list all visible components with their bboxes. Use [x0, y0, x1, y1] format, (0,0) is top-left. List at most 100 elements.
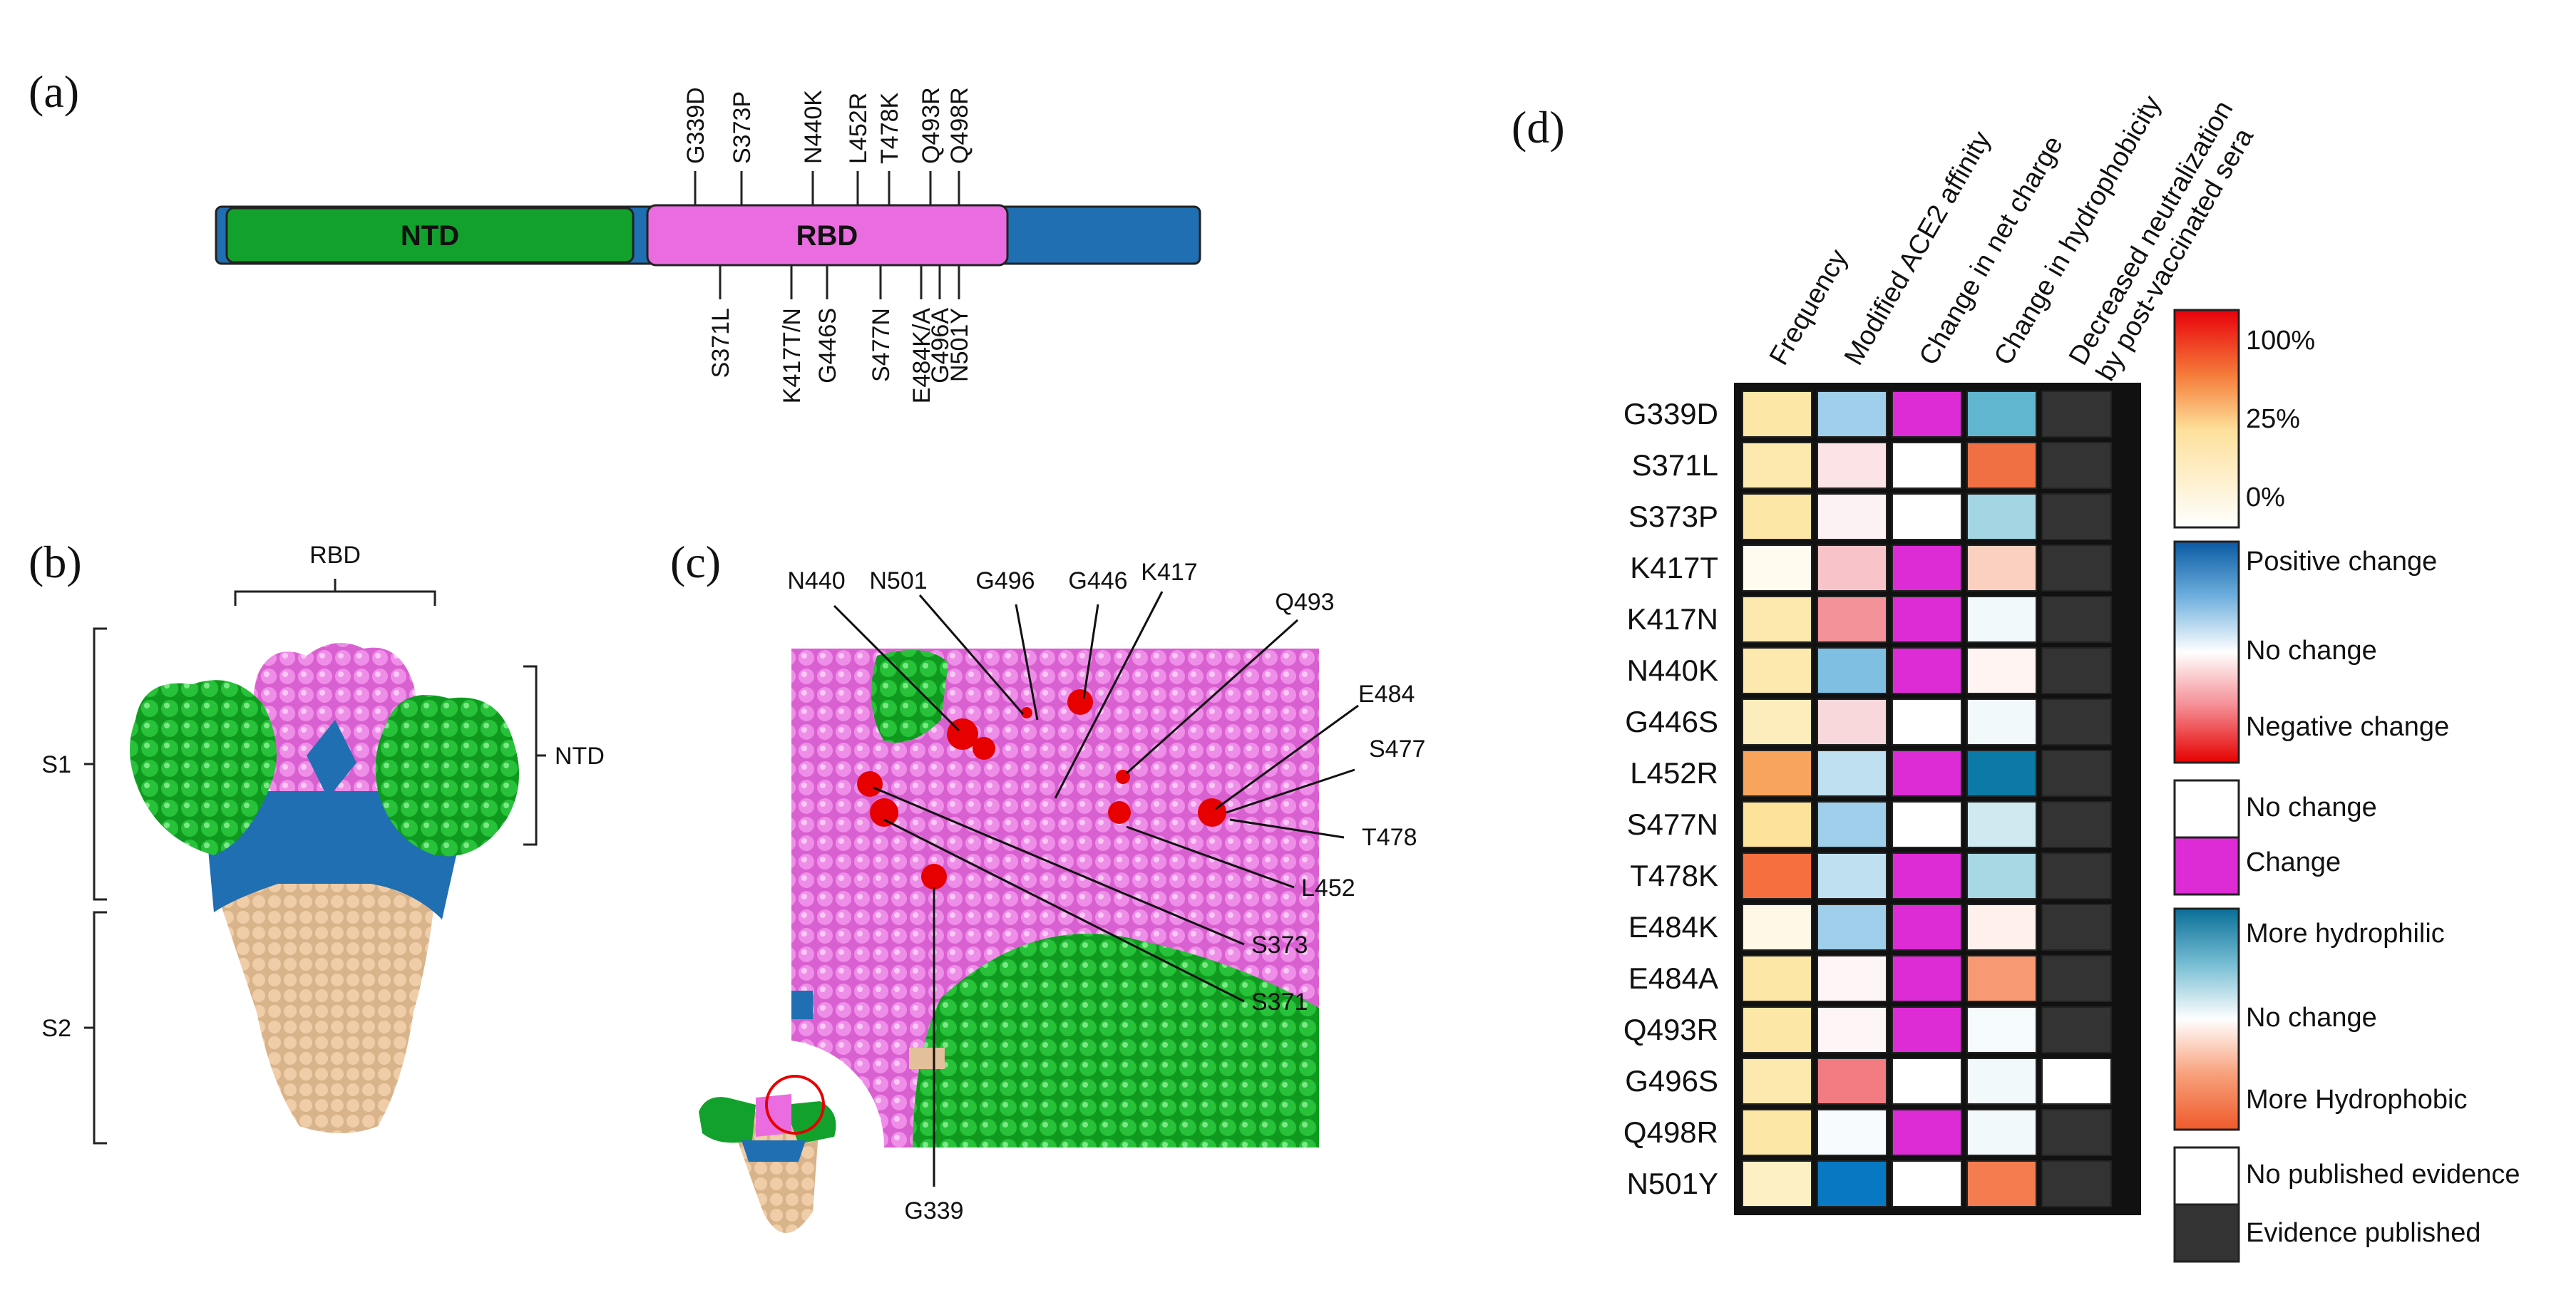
- legend-hyd-bottom: More Hydrophobic: [2246, 1085, 2467, 1115]
- legend-neut-published: Evidence published: [2246, 1218, 2481, 1248]
- bottom-mutation-label: K417T/N: [779, 308, 806, 403]
- heatmap-cell: [1817, 1109, 1887, 1156]
- panel-d-label: (d): [1512, 102, 1565, 153]
- heatmap-cell: [1742, 801, 1812, 848]
- heatmap-cell: [1966, 493, 2037, 540]
- heatmap-cell: [1817, 698, 1887, 746]
- heatmap-cell: [1966, 391, 2037, 438]
- legend-neut-none: No published evidence: [2246, 1160, 2520, 1190]
- legend-ace2: Positive change No change Negative chang…: [2173, 540, 2449, 764]
- ntd-label: NTD: [401, 220, 459, 252]
- heatmap-cell: [1742, 1160, 1812, 1207]
- heatmap-cell: [1966, 545, 2037, 592]
- panel-b-label: (b): [29, 537, 82, 587]
- site-e484: E484: [1358, 681, 1415, 708]
- site-n501: N501: [869, 567, 927, 594]
- top-mutation-label: L452R: [845, 93, 872, 164]
- heatmap-cell: [1892, 1006, 1962, 1053]
- row-label: Q493R: [1623, 1013, 1718, 1046]
- heatmap-cell: [1817, 750, 1887, 797]
- column-label: Modified ACE2 affinity: [1839, 126, 1997, 370]
- legend-hyd-top: More hydrophilic: [2246, 919, 2445, 949]
- heatmap-cell: [1966, 1160, 2037, 1207]
- top-mutations: G339D S373P N440K L452R T478K Q493R Q498R: [682, 87, 973, 205]
- heatmap-cell: [1742, 1109, 1812, 1156]
- row-label: K417N: [1627, 602, 1718, 636]
- heatmap-cell: [1966, 750, 2037, 797]
- bottom-mutation-label: E484K/A: [908, 308, 935, 404]
- s1-label: S1: [41, 751, 71, 778]
- row-label: N501Y: [1627, 1167, 1718, 1200]
- heatmap-cell: [1742, 596, 1812, 643]
- row-label: E484K: [1628, 910, 1718, 944]
- heatmap-cell: [1742, 647, 1812, 694]
- heatmap-cell: [1742, 750, 1812, 797]
- heatmap-cell: [2041, 1058, 2112, 1105]
- row-labels: G339D S371L S373P K417T K417N N440K G446S L452R…: [1623, 397, 1718, 1200]
- heatmap-cell: [1966, 698, 2037, 746]
- heatmap-cell: [2041, 596, 2112, 643]
- site-k417: K417: [1141, 559, 1197, 586]
- heatmap-cell: [1892, 698, 1962, 746]
- heatmap-cell: [1892, 904, 1962, 951]
- legend-neutralization: No published evidence Evidence published: [2173, 1146, 2520, 1263]
- heatmap-cell: [1892, 391, 1962, 438]
- column-label: Change in net charge: [1914, 131, 2069, 371]
- heatmap-cell: [1892, 545, 1962, 592]
- heatmap-cell: [1742, 391, 1812, 438]
- heatmap-cell: [1892, 801, 1962, 848]
- legend-charge: No change Change: [2173, 779, 2377, 896]
- bottom-mutation-label: S371L: [707, 308, 734, 378]
- site-t478: T478: [1362, 824, 1417, 851]
- heatmap-cell: [1817, 545, 1887, 592]
- panel-b: (b) RBD S1 S2 NTD: [29, 537, 605, 1145]
- heatmap-cell: [2041, 801, 2112, 848]
- heatmap-cell: [1817, 442, 1887, 489]
- site-l452: L452: [1301, 875, 1355, 902]
- s1-bracket: [84, 627, 107, 901]
- top-mutation-label: T478K: [876, 93, 903, 164]
- heatmap-cell: [1817, 801, 1887, 848]
- heatmap-cell: [2041, 904, 2112, 951]
- heatmap-cell: [1966, 1109, 2037, 1156]
- heatmap-cell: [1966, 647, 2037, 694]
- bottom-mutation-label: S477N: [868, 308, 895, 382]
- top-mutation-label: Q498R: [946, 87, 973, 164]
- rbd-label: RBD: [796, 220, 858, 252]
- top-mutation-label: N440K: [800, 90, 827, 164]
- row-label: T478K: [1630, 859, 1718, 892]
- heatmap-cell: [1742, 698, 1812, 746]
- heatmap-cell: [1817, 493, 1887, 540]
- spike-protein-image: [130, 643, 519, 1133]
- heatmap-cell: [1892, 1109, 1962, 1156]
- rbd-closeup-image: [791, 649, 1319, 1147]
- row-label: G446S: [1625, 705, 1718, 738]
- heatmap-cell: [1817, 904, 1887, 951]
- site-g446: G446: [1068, 567, 1127, 594]
- top-mutation-label: S373P: [729, 91, 756, 164]
- heatmap-cell: [1742, 904, 1812, 951]
- heatmap-cell: [1892, 955, 1962, 1002]
- ntd-domain: [225, 207, 635, 264]
- legend-charge-change: Change: [2246, 847, 2341, 877]
- row-label: E484A: [1628, 961, 1718, 995]
- heatmap-cell: [2041, 852, 2112, 899]
- heatmap-cell: [1892, 1058, 1962, 1105]
- legend-hydrophobicity: More hydrophilic No change More Hydropho…: [2173, 907, 2467, 1131]
- heatmap-cell: [2041, 1109, 2112, 1156]
- legend-frequency: 100% 25% 0%: [2173, 309, 2315, 529]
- rbd-bracket: [234, 579, 436, 606]
- legend-ace2-bottom: Negative change: [2246, 712, 2449, 742]
- panel-a: (a) NTD RBD G339D S373P N440K L452R T478K Q49…: [29, 66, 1201, 404]
- heatmap-cell: [1742, 1006, 1812, 1053]
- heatmap-cell: [1742, 442, 1812, 489]
- row-label: N440K: [1627, 654, 1718, 687]
- heatmap-cell: [1892, 647, 1962, 694]
- heatmap-cell: [2041, 955, 2112, 1002]
- heatmap-cell: [2041, 698, 2112, 746]
- legend-ace2-mid: No change: [2246, 636, 2377, 666]
- legend-freq-top: 100%: [2246, 326, 2315, 356]
- site-n440: N440: [787, 567, 845, 594]
- heatmap-cell: [1966, 852, 2037, 899]
